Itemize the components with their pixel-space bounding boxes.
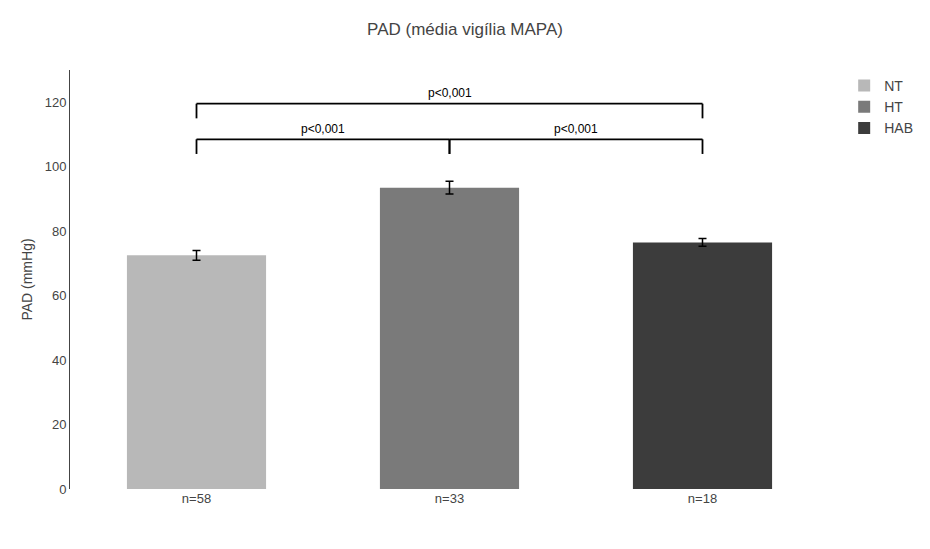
svg-text:100: 100 (45, 159, 67, 174)
svg-text:20: 20 (52, 417, 66, 432)
svg-text:40: 40 (52, 353, 66, 368)
svg-text:p<0,001: p<0,001 (301, 122, 345, 136)
svg-text:n=18: n=18 (688, 491, 717, 506)
svg-text:HT: HT (884, 99, 903, 115)
svg-text:120: 120 (45, 95, 67, 110)
svg-text:p<0,001: p<0,001 (554, 122, 598, 136)
svg-text:PAD (mmHg): PAD (mmHg) (19, 238, 35, 320)
svg-text:NT: NT (884, 78, 903, 94)
svg-text:p<0,001: p<0,001 (428, 86, 472, 100)
svg-text:60: 60 (52, 288, 66, 303)
svg-text:PAD (média vigília MAPA): PAD (média vigília MAPA) (367, 20, 563, 39)
svg-text:n=58: n=58 (182, 491, 211, 506)
svg-text:80: 80 (52, 224, 66, 239)
svg-text:0: 0 (59, 482, 66, 497)
svg-text:HAB: HAB (884, 120, 913, 136)
svg-text:n=33: n=33 (435, 491, 464, 506)
